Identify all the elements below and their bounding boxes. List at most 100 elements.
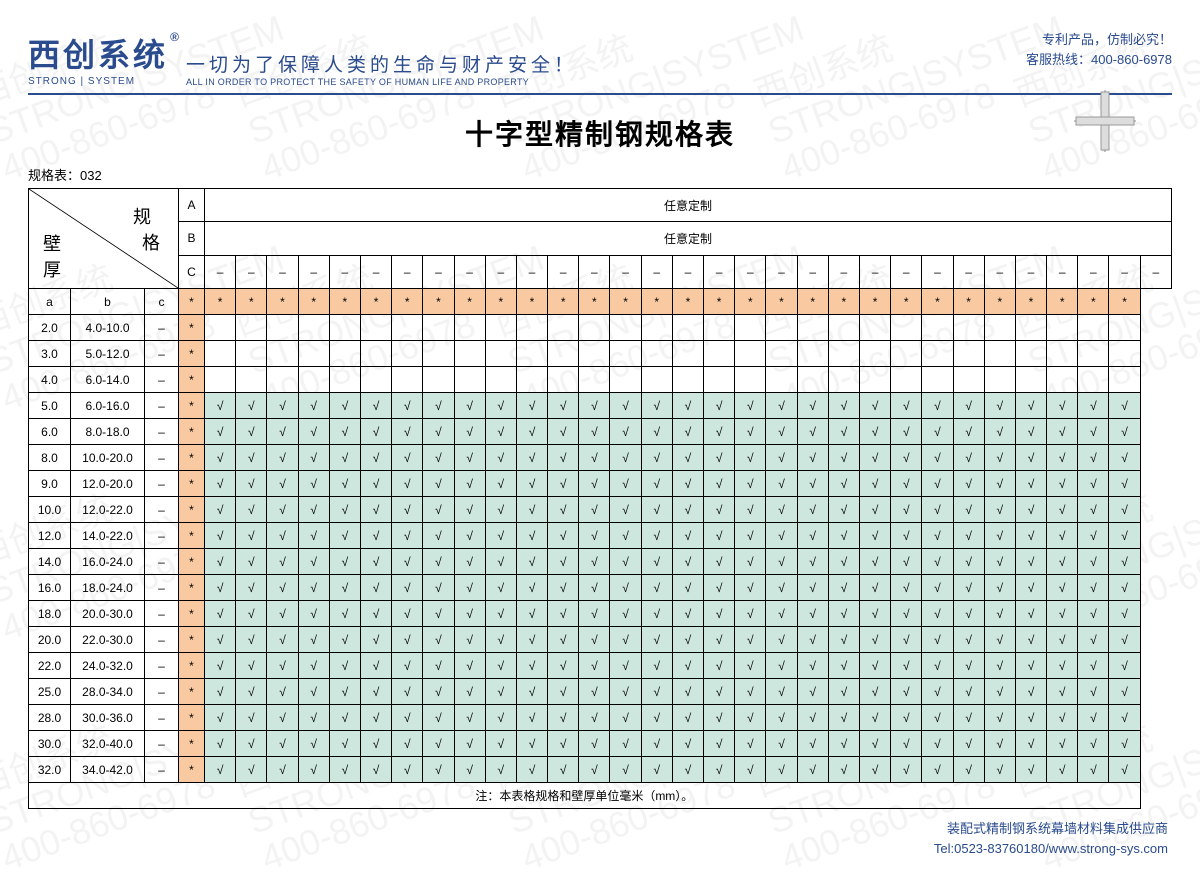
cell-empty [298, 315, 329, 341]
cell-check: √ [548, 653, 579, 679]
cell-check: √ [1109, 627, 1140, 653]
table-row: 28.030.0-36.0–*√√√√√√√√√√√√√√√√√√√√√√√√√… [29, 705, 1172, 731]
cell-check: √ [423, 523, 454, 549]
cell-check: √ [1109, 497, 1140, 523]
cell-check: √ [766, 549, 797, 575]
cell-check: √ [1109, 575, 1140, 601]
cell-empty [423, 367, 454, 393]
cell-empty [922, 341, 953, 367]
cell-empty [766, 315, 797, 341]
service-hotline: 客服热线：400-860-6978 [1026, 50, 1172, 70]
cell-check: √ [672, 523, 703, 549]
cell-check: √ [423, 575, 454, 601]
cell-check: √ [548, 679, 579, 705]
table-code: 规格表：032 [28, 165, 1172, 184]
cell-check: √ [672, 679, 703, 705]
cell-check: √ [516, 627, 547, 653]
cell-empty [1109, 341, 1140, 367]
cell-check: √ [392, 393, 423, 419]
cell-check: √ [267, 705, 298, 731]
cell-check: √ [1047, 393, 1078, 419]
cell-check: √ [1015, 575, 1046, 601]
cell-empty [704, 315, 735, 341]
cell-check: √ [1015, 757, 1046, 783]
cell-check: √ [423, 549, 454, 575]
cell-check: √ [205, 627, 236, 653]
cell-first-star: * [179, 523, 205, 549]
cell-check: √ [360, 679, 391, 705]
cell-check: √ [1015, 601, 1046, 627]
cell-check: √ [298, 757, 329, 783]
cell-check: √ [454, 419, 485, 445]
cell-empty [641, 315, 672, 341]
cell-empty [454, 315, 485, 341]
cell-check: √ [579, 419, 610, 445]
cell-check: √ [454, 393, 485, 419]
table-row: 25.028.0-34.0–*√√√√√√√√√√√√√√√√√√√√√√√√√… [29, 679, 1172, 705]
cell-check: √ [1078, 523, 1109, 549]
cell-check: √ [859, 523, 890, 549]
row-C-cell: – [329, 255, 360, 288]
cell-check: √ [735, 549, 766, 575]
cell-c: – [145, 315, 179, 341]
cell-check: √ [392, 601, 423, 627]
cell-check: √ [953, 497, 984, 523]
cell-check: √ [485, 627, 516, 653]
cell-c: – [145, 705, 179, 731]
cell-check: √ [610, 679, 641, 705]
col-star-cell: * [641, 289, 672, 315]
cell-check: √ [205, 601, 236, 627]
cell-empty [329, 367, 360, 393]
cell-check: √ [1078, 705, 1109, 731]
cell-check: √ [672, 705, 703, 731]
cell-check: √ [516, 445, 547, 471]
col-star-cell: * [485, 289, 516, 315]
cell-check: √ [641, 523, 672, 549]
cell-check: √ [828, 627, 859, 653]
row-A-text: 任意定制 [205, 189, 1172, 222]
cell-check: √ [205, 549, 236, 575]
cell-check: √ [610, 601, 641, 627]
cell-check: √ [735, 471, 766, 497]
cell-c: – [145, 523, 179, 549]
cell-check: √ [859, 757, 890, 783]
cell-check: √ [423, 393, 454, 419]
cell-empty [423, 341, 454, 367]
cell-check: √ [1078, 549, 1109, 575]
row-C-cell: – [891, 255, 922, 288]
row-C-cell: – [1015, 255, 1046, 288]
cell-check: √ [1015, 393, 1046, 419]
cell-check: √ [423, 653, 454, 679]
cell-check: √ [797, 627, 828, 653]
cell-check: √ [828, 419, 859, 445]
cell-check: √ [953, 575, 984, 601]
cell-check: √ [735, 575, 766, 601]
cell-check: √ [516, 601, 547, 627]
cell-empty [392, 341, 423, 367]
cell-empty [360, 315, 391, 341]
cell-check: √ [797, 523, 828, 549]
cell-empty [672, 315, 703, 341]
cell-check: √ [984, 731, 1015, 757]
cell-check: √ [859, 445, 890, 471]
cell-check: √ [672, 497, 703, 523]
cell-check: √ [610, 419, 641, 445]
cell-check: √ [205, 705, 236, 731]
cell-check: √ [610, 627, 641, 653]
cell-check: √ [360, 575, 391, 601]
cell-check: √ [735, 731, 766, 757]
cell-check: √ [922, 627, 953, 653]
cell-empty [984, 341, 1015, 367]
cell-empty [298, 341, 329, 367]
cell-check: √ [984, 575, 1015, 601]
cell-check: √ [984, 549, 1015, 575]
row-C-cell: – [205, 255, 236, 288]
col-star-cell: * [797, 289, 828, 315]
row-C-cell: – [735, 255, 766, 288]
cell-first-star: * [179, 757, 205, 783]
cell-check: √ [922, 653, 953, 679]
cell-check: √ [610, 757, 641, 783]
cell-check: √ [516, 549, 547, 575]
cell-check: √ [236, 575, 267, 601]
cell-check: √ [516, 419, 547, 445]
